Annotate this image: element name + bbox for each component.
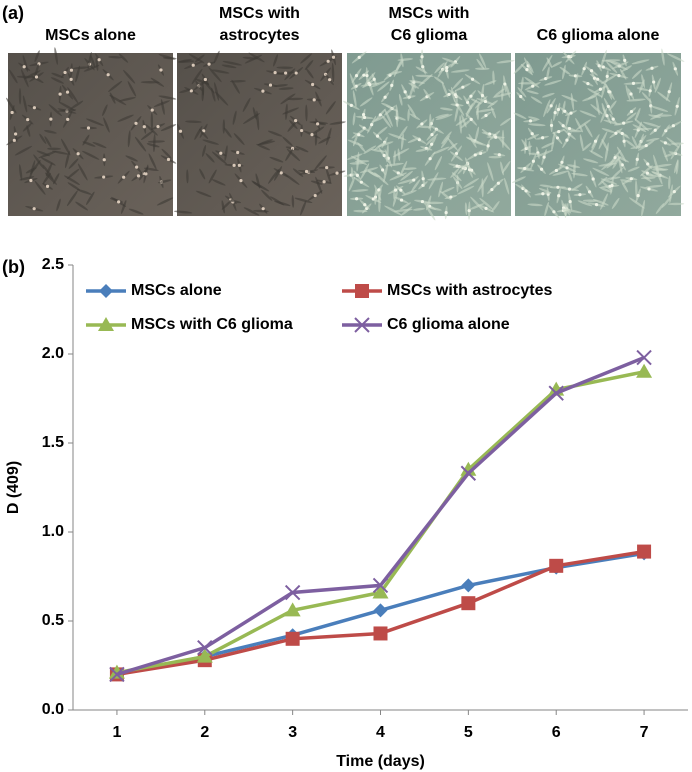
legend-label: MSCs alone bbox=[131, 282, 222, 299]
legend-label: MSCs with astrocytes bbox=[387, 282, 552, 299]
legend-label: C6 glioma alone bbox=[387, 316, 510, 333]
marker bbox=[373, 626, 388, 641]
micrograph bbox=[173, 49, 346, 216]
x-tick-label: 2 bbox=[200, 724, 209, 741]
marker bbox=[372, 577, 389, 594]
marker bbox=[373, 603, 388, 618]
panel-title: MSCs with bbox=[219, 5, 300, 22]
marker bbox=[285, 631, 300, 646]
chart: 0.0 0.5 1.0 1.5 2.0 2.5 1 2 3 4 5 6 7 Time (days) D (4… bbox=[5, 256, 688, 770]
marker bbox=[549, 558, 564, 573]
marker bbox=[460, 461, 477, 476]
y-axis-title: D (409) bbox=[5, 461, 22, 514]
marker bbox=[354, 317, 370, 333]
marker bbox=[372, 584, 389, 599]
y-tick-label: 1.5 bbox=[42, 434, 64, 451]
y-tick-label: 2.0 bbox=[42, 345, 64, 362]
panel-title: MSCs alone bbox=[45, 27, 136, 44]
marker bbox=[109, 666, 125, 683]
marker bbox=[284, 584, 301, 601]
micrographs: MSCs alone MSCs with astrocytes MSCs with C6… bbox=[6, 5, 685, 221]
series bbox=[109, 349, 652, 683]
marker bbox=[637, 544, 652, 559]
y-tick-label: 0.0 bbox=[42, 701, 64, 718]
y-tick-label: 2.5 bbox=[42, 256, 64, 273]
panel-tag: (b) bbox=[2, 257, 25, 277]
marker bbox=[461, 596, 476, 611]
marker bbox=[355, 284, 369, 298]
micrograph bbox=[6, 47, 177, 216]
legend: MSCs alone MSCs with astrocytes MSCs with … bbox=[86, 282, 552, 333]
x-axis-title: Time (days) bbox=[336, 753, 425, 770]
panel-title: astrocytes bbox=[219, 27, 299, 44]
x-tick-label: 6 bbox=[552, 724, 561, 741]
x-tick-label: 7 bbox=[640, 724, 649, 741]
panel-title: MSCs with bbox=[389, 5, 470, 22]
marker bbox=[548, 385, 564, 401]
marker bbox=[636, 363, 653, 378]
micrograph bbox=[342, 49, 515, 221]
x-tick-label: 5 bbox=[464, 724, 473, 741]
marker bbox=[284, 602, 301, 617]
marker bbox=[99, 284, 113, 298]
marker bbox=[98, 317, 114, 331]
panel-title: C6 glioma bbox=[391, 27, 468, 44]
y-tick-label: 1.0 bbox=[42, 523, 64, 540]
micrograph bbox=[512, 48, 685, 219]
x-tick-label: 3 bbox=[288, 724, 297, 741]
y-tick-label: 0.5 bbox=[42, 612, 64, 629]
series bbox=[108, 363, 653, 679]
legend-label: MSCs with C6 glioma bbox=[131, 316, 293, 333]
marker bbox=[461, 578, 476, 593]
x-tick-label: 4 bbox=[376, 724, 385, 741]
panel-tag: (a) bbox=[2, 3, 24, 23]
panel-title: C6 glioma alone bbox=[537, 27, 660, 44]
marker bbox=[197, 639, 213, 656]
marker bbox=[460, 465, 477, 481]
marker bbox=[108, 664, 125, 679]
marker bbox=[196, 648, 213, 663]
x-tick-label: 1 bbox=[112, 724, 121, 741]
marker bbox=[636, 349, 652, 366]
